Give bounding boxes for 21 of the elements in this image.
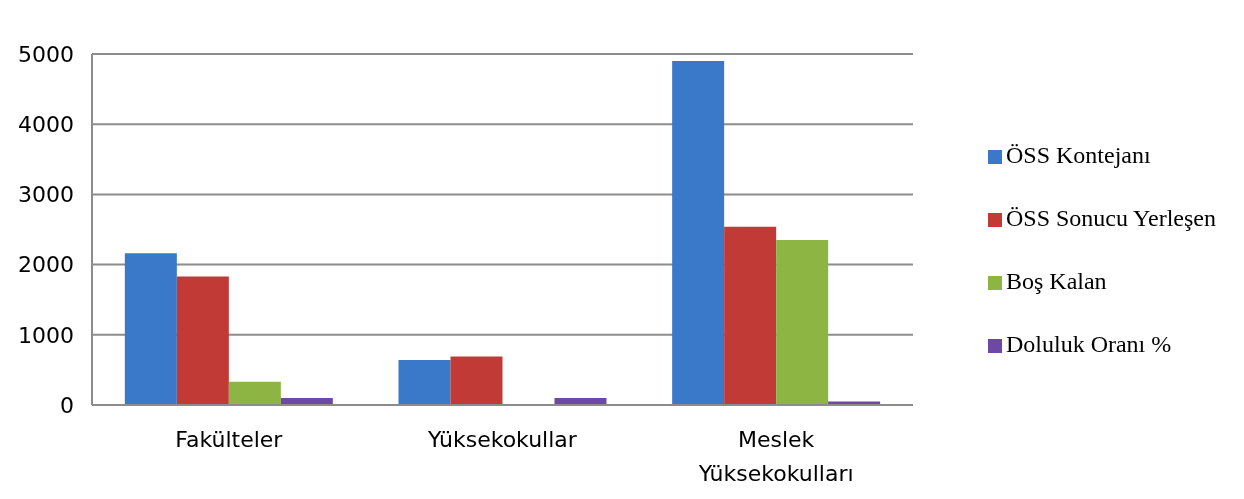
y-tick-label: 5000 [18, 41, 74, 67]
legend-label: Doluluk Oranı % [1005, 329, 1172, 359]
bar [228, 381, 281, 405]
x-tick-label: Meslek Yüksekokulları [697, 426, 854, 486]
x-tick-label: Fakülteler [175, 426, 284, 452]
y-tick-label: 1000 [18, 322, 74, 348]
y-tick-label: 0 [60, 392, 74, 418]
legend-label: ÖSS Kontejanı [1005, 140, 1151, 170]
bar [124, 253, 177, 405]
legend-label: ÖSS Sonucu Yerleşen [1005, 203, 1216, 233]
bar [450, 356, 503, 405]
bar [176, 276, 229, 405]
x-tick-label: Yüksekokullar [427, 426, 578, 452]
y-tick-label: 2000 [18, 252, 74, 278]
legend-label: Boş Kalan [1005, 266, 1107, 296]
bar [776, 240, 829, 405]
bar [672, 61, 725, 405]
bar [724, 226, 777, 405]
y-tick-label: 3000 [18, 182, 74, 208]
bar [398, 360, 451, 405]
y-tick-label: 4000 [18, 112, 74, 138]
